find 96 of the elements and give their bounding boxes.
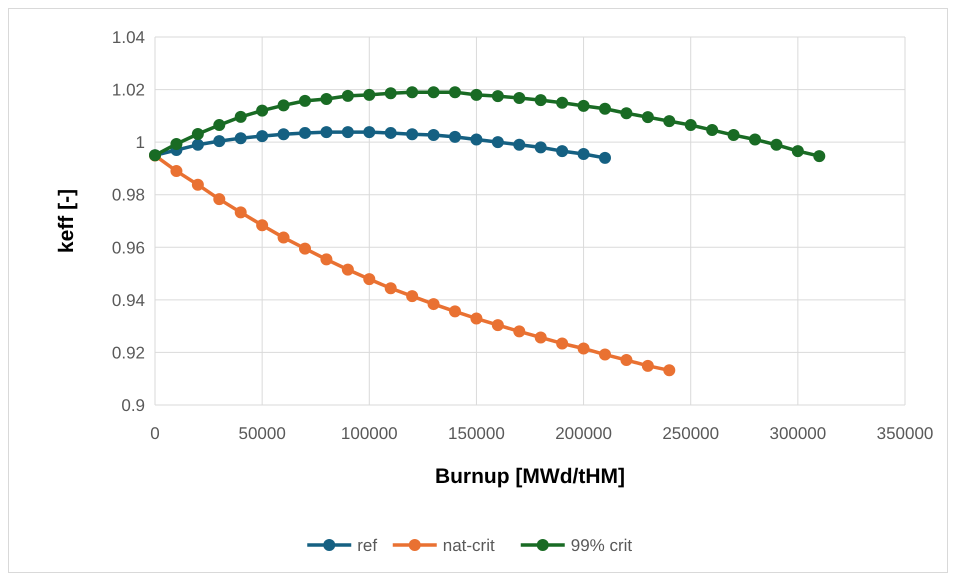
point bbox=[578, 148, 590, 160]
point bbox=[449, 86, 461, 98]
x-tick-label: 150000 bbox=[448, 424, 505, 443]
point bbox=[384, 126, 397, 139]
y-tick-label: 1 bbox=[136, 133, 145, 152]
point bbox=[813, 150, 826, 162]
point bbox=[213, 193, 226, 206]
point bbox=[384, 282, 397, 294]
point bbox=[599, 152, 611, 164]
point bbox=[320, 126, 332, 138]
point bbox=[620, 354, 632, 366]
point bbox=[256, 104, 268, 117]
y-tick-label: 0.9 bbox=[121, 396, 145, 415]
point bbox=[428, 298, 440, 310]
point bbox=[556, 337, 568, 350]
x-tick-label: 250000 bbox=[662, 424, 720, 443]
legend-label: ref bbox=[357, 536, 378, 555]
point bbox=[256, 130, 268, 142]
point bbox=[234, 110, 247, 123]
point bbox=[213, 135, 226, 148]
y-tick-label: 1.02 bbox=[112, 80, 145, 100]
x-tick-label: 50000 bbox=[238, 424, 286, 443]
point bbox=[470, 88, 482, 101]
x-tick-label: 300000 bbox=[769, 424, 826, 443]
x-tick-label: 350000 bbox=[876, 424, 934, 443]
point bbox=[320, 93, 332, 106]
point bbox=[192, 128, 204, 140]
point bbox=[556, 96, 568, 109]
x-tick-label: 200000 bbox=[555, 424, 612, 443]
point bbox=[534, 94, 547, 106]
point bbox=[363, 126, 376, 138]
point bbox=[470, 312, 482, 325]
point bbox=[299, 126, 311, 139]
point bbox=[534, 141, 547, 154]
point bbox=[513, 138, 526, 151]
x-axis-title: Burnup [MWd/tHM] bbox=[434, 465, 626, 488]
point bbox=[770, 138, 782, 151]
point bbox=[642, 360, 654, 372]
point bbox=[234, 206, 247, 218]
y-tick-label: 0.94 bbox=[112, 290, 145, 310]
point bbox=[663, 115, 676, 128]
point bbox=[192, 178, 204, 191]
point bbox=[620, 107, 632, 120]
point bbox=[449, 305, 461, 318]
legend-label: 99% crit bbox=[570, 536, 632, 555]
point bbox=[170, 138, 182, 150]
point bbox=[192, 138, 204, 151]
point bbox=[234, 132, 247, 144]
point bbox=[492, 319, 504, 332]
point bbox=[578, 100, 590, 112]
point bbox=[342, 126, 354, 138]
point bbox=[684, 119, 697, 132]
point bbox=[578, 342, 590, 354]
point bbox=[256, 219, 268, 232]
point bbox=[534, 331, 547, 344]
point bbox=[278, 99, 290, 112]
y-tick-label: 0.96 bbox=[112, 238, 145, 258]
point bbox=[728, 129, 740, 142]
point bbox=[470, 134, 482, 146]
point bbox=[342, 90, 354, 102]
point bbox=[278, 128, 290, 140]
y-tick-label: 1.04 bbox=[112, 28, 145, 47]
point bbox=[706, 124, 718, 136]
point bbox=[406, 86, 418, 98]
point bbox=[599, 348, 611, 361]
point bbox=[342, 264, 354, 276]
y-tick-label: 0.98 bbox=[112, 186, 145, 205]
point bbox=[663, 364, 676, 376]
point bbox=[513, 92, 526, 104]
point bbox=[492, 90, 504, 102]
point bbox=[299, 94, 311, 107]
point bbox=[556, 145, 568, 158]
point bbox=[749, 134, 761, 146]
point bbox=[299, 242, 311, 255]
point bbox=[170, 165, 182, 178]
x-tick-label: 0 bbox=[150, 424, 160, 443]
point bbox=[428, 129, 440, 142]
point bbox=[428, 86, 440, 98]
point bbox=[449, 130, 461, 143]
point bbox=[278, 232, 290, 244]
point bbox=[599, 102, 611, 115]
point bbox=[363, 273, 376, 286]
point bbox=[492, 136, 504, 148]
point bbox=[406, 290, 418, 302]
y-tick-label: 0.92 bbox=[112, 343, 145, 362]
point bbox=[363, 88, 376, 101]
point bbox=[792, 145, 804, 158]
point bbox=[406, 128, 418, 140]
y-axis-title: keff [-] bbox=[55, 188, 78, 254]
point bbox=[384, 87, 397, 100]
point bbox=[642, 111, 654, 124]
legend-label: nat-crit bbox=[442, 536, 495, 555]
point bbox=[513, 325, 526, 338]
point bbox=[213, 119, 226, 132]
point bbox=[320, 253, 332, 266]
x-tick-label: 100000 bbox=[340, 424, 398, 443]
